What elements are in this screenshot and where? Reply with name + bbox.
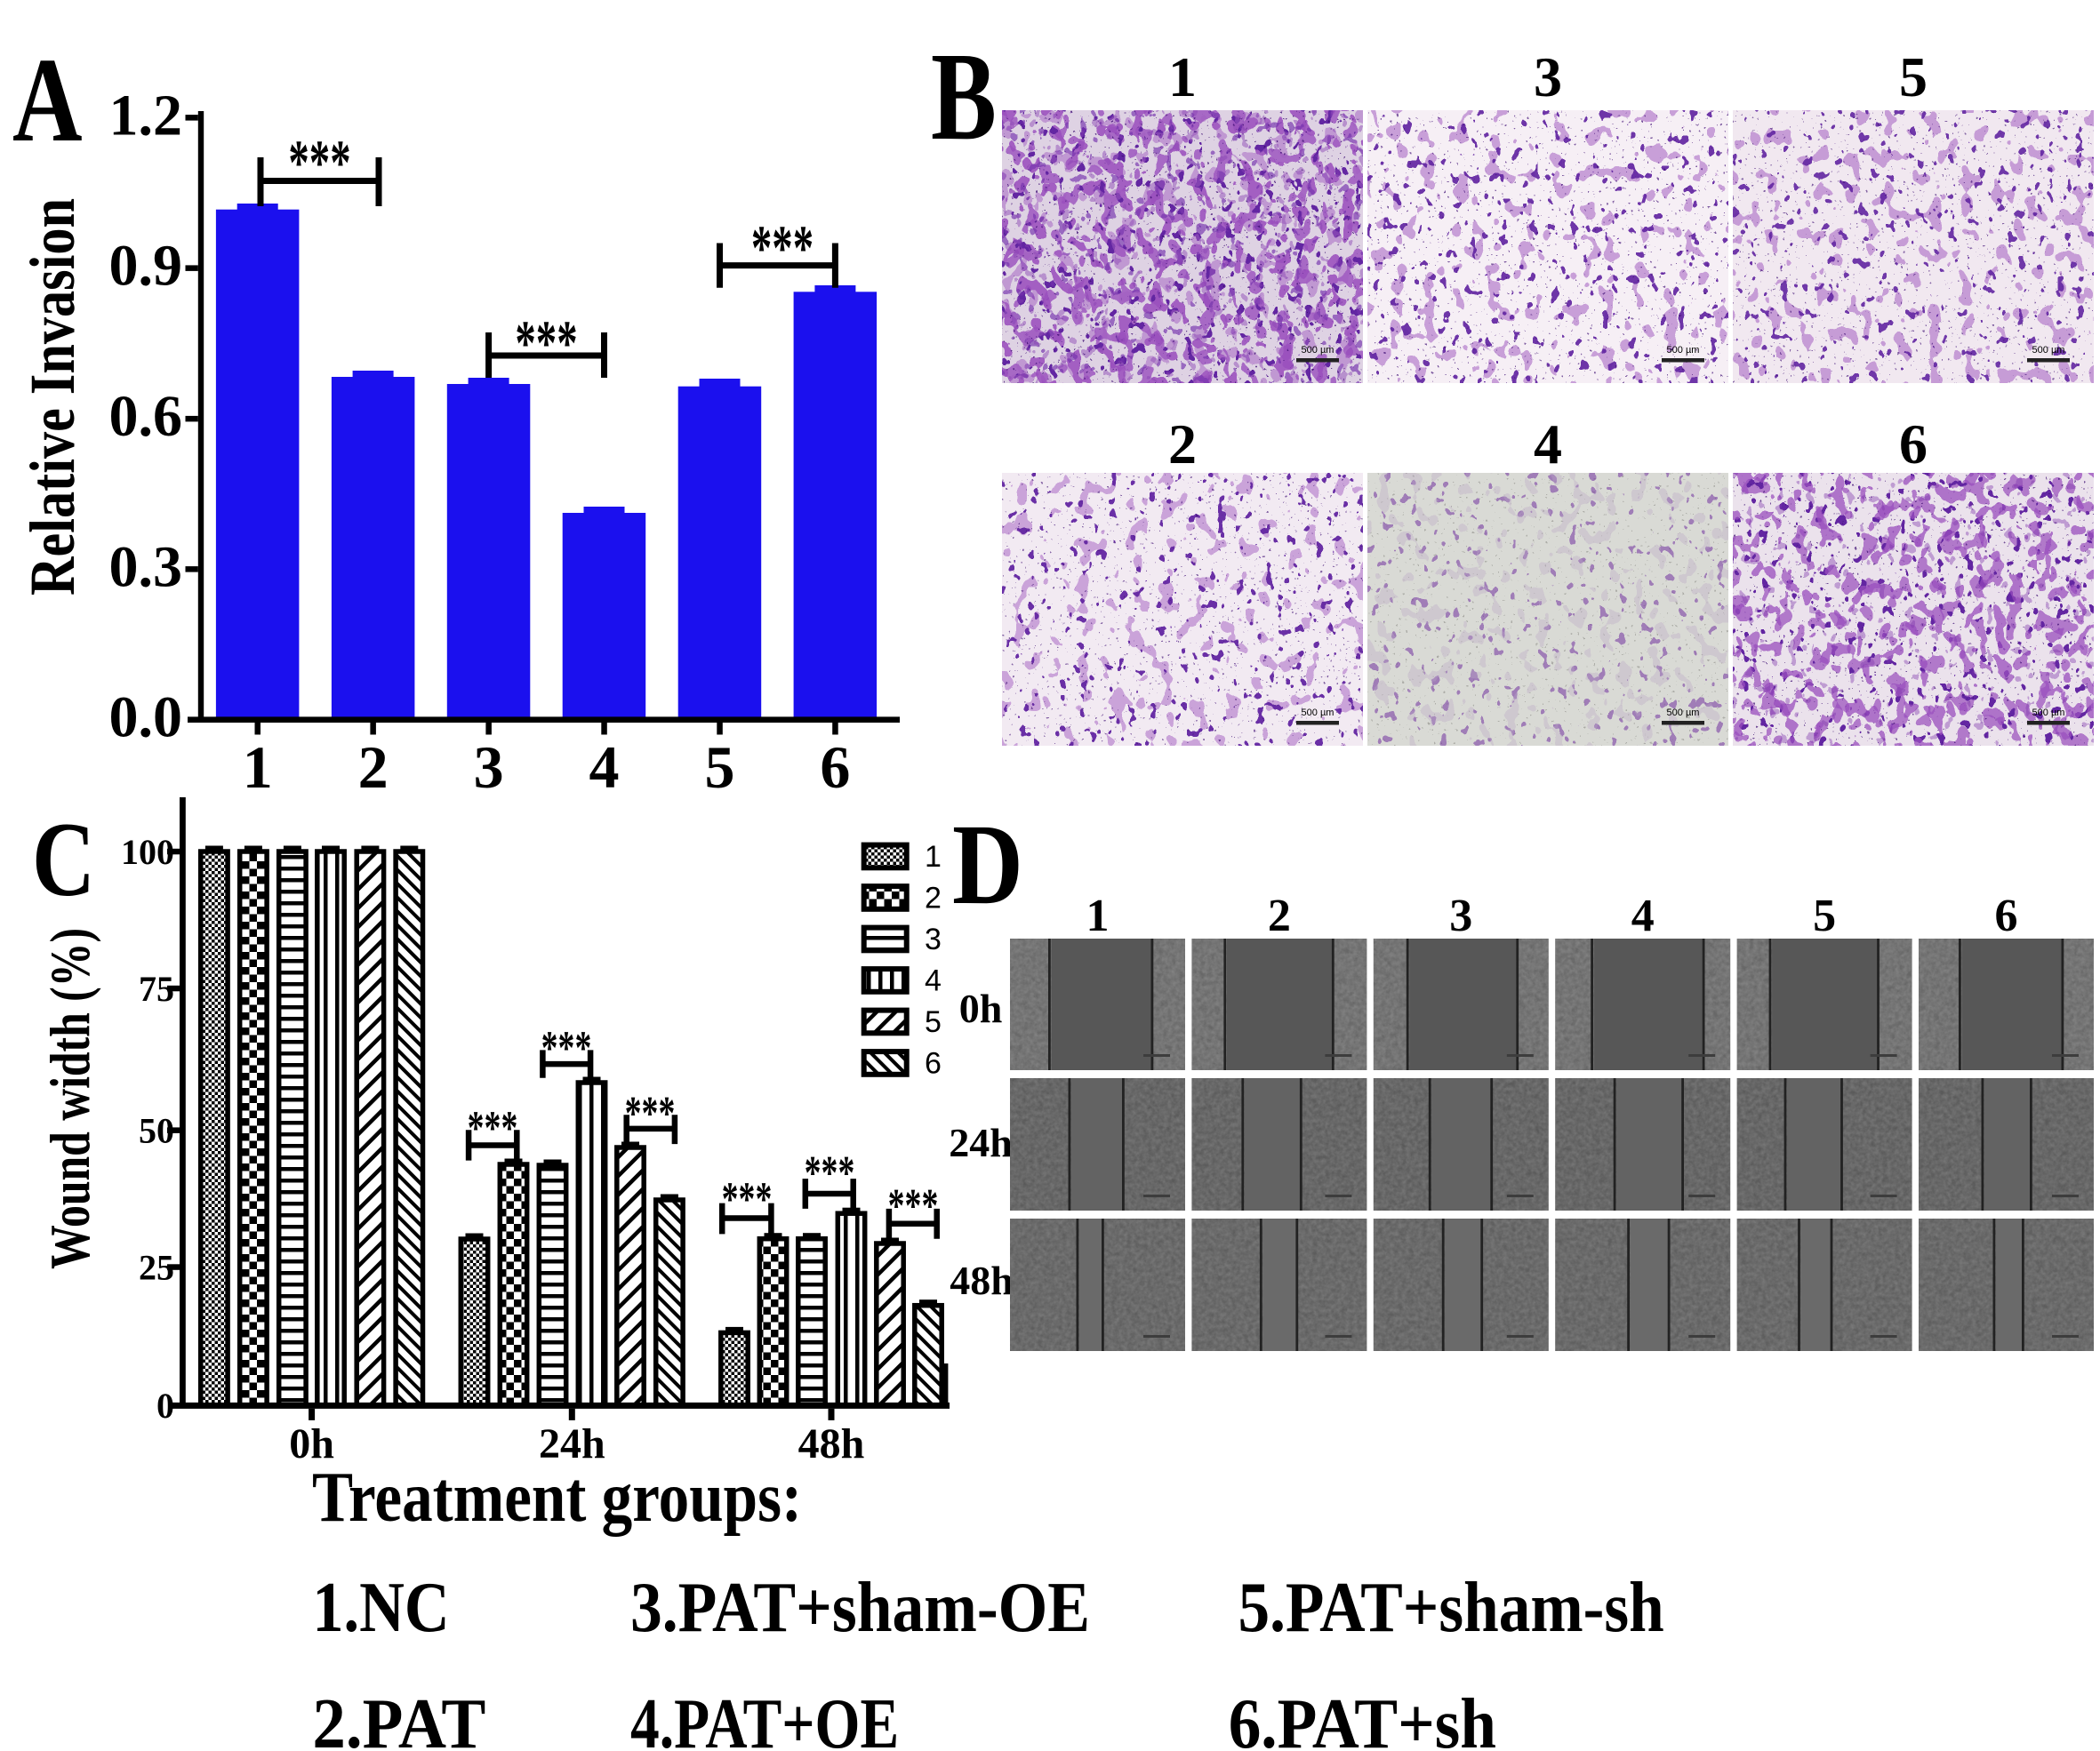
- svg-text:1: 1: [1086, 891, 1110, 941]
- svg-text:4: 4: [1631, 891, 1655, 941]
- svg-text:500 µm: 500 µm: [1302, 345, 1335, 356]
- svg-text:5.PAT+sham-sh: 5.PAT+sham-sh: [1238, 1567, 1664, 1647]
- svg-text:0h: 0h: [289, 1420, 334, 1467]
- svg-text:6: 6: [1995, 891, 2018, 941]
- svg-text:***: ***: [751, 213, 814, 284]
- svg-text:6: 6: [1899, 412, 1928, 476]
- svg-text:Wound width (%): Wound width (%): [38, 928, 101, 1269]
- svg-text:3: 3: [474, 733, 504, 801]
- svg-text:***: ***: [805, 1147, 855, 1200]
- svg-text:25: 25: [139, 1248, 174, 1288]
- svg-text:6.PAT+sh: 6.PAT+sh: [1229, 1683, 1496, 1751]
- svg-text:4: 4: [589, 733, 620, 801]
- svg-text:5: 5: [705, 733, 735, 801]
- svg-text:Relative Invasion: Relative Invasion: [17, 198, 88, 596]
- svg-text:5: 5: [925, 1005, 942, 1039]
- svg-text:6: 6: [925, 1047, 942, 1081]
- svg-text:0.6: 0.6: [109, 384, 183, 449]
- svg-text:1: 1: [925, 840, 942, 874]
- svg-text:3: 3: [925, 923, 942, 956]
- svg-text:***: ***: [888, 1179, 939, 1233]
- svg-text:1.2: 1.2: [109, 83, 183, 148]
- svg-text:3: 3: [1449, 891, 1472, 941]
- svg-text:6: 6: [820, 733, 850, 801]
- svg-text:1: 1: [1168, 45, 1197, 108]
- svg-text:4: 4: [925, 964, 942, 998]
- svg-text:0.9: 0.9: [109, 234, 183, 299]
- svg-text:***: ***: [722, 1173, 773, 1227]
- svg-text:3.PAT+sham-OE: 3.PAT+sham-OE: [630, 1567, 1090, 1647]
- svg-text:500 µm: 500 µm: [1302, 708, 1335, 718]
- svg-text:***: ***: [288, 128, 350, 198]
- svg-text:100: 100: [121, 832, 174, 872]
- svg-text:2: 2: [925, 882, 942, 915]
- svg-text:***: ***: [541, 1021, 592, 1075]
- svg-text:4.PAT+OE: 4.PAT+OE: [630, 1683, 899, 1751]
- svg-text:2: 2: [358, 733, 389, 801]
- svg-text:***: ***: [625, 1087, 676, 1140]
- svg-text:***: ***: [468, 1101, 518, 1155]
- svg-text:1.NC: 1.NC: [312, 1567, 449, 1647]
- svg-text:0.0: 0.0: [109, 685, 183, 750]
- svg-text:4: 4: [1534, 412, 1562, 476]
- svg-text:500 µm: 500 µm: [1667, 708, 1700, 718]
- svg-text:48h: 48h: [798, 1420, 865, 1467]
- svg-text:0h: 0h: [959, 986, 1003, 1031]
- svg-text:75: 75: [139, 969, 174, 1009]
- svg-text:3: 3: [1534, 45, 1562, 108]
- svg-text:0.3: 0.3: [109, 534, 183, 599]
- svg-text:Treatment groups:: Treatment groups:: [312, 1457, 802, 1537]
- svg-text:2: 2: [1268, 891, 1291, 941]
- svg-text:500 µm: 500 µm: [2032, 708, 2065, 718]
- svg-text:0: 0: [156, 1386, 174, 1426]
- svg-text:24h: 24h: [949, 1120, 1013, 1165]
- svg-text:2: 2: [1168, 412, 1197, 476]
- svg-text:500 µm: 500 µm: [2032, 345, 2065, 356]
- svg-text:5: 5: [1813, 891, 1836, 941]
- svg-text:A: A: [12, 33, 83, 167]
- svg-text:2.PAT: 2.PAT: [312, 1683, 485, 1751]
- svg-text:C: C: [32, 800, 95, 918]
- svg-text:5: 5: [1899, 45, 1928, 108]
- svg-text:D: D: [952, 801, 1023, 929]
- svg-text:24h: 24h: [539, 1420, 605, 1467]
- svg-text:B: B: [931, 27, 997, 166]
- svg-text:1: 1: [243, 733, 273, 801]
- svg-text:48h: 48h: [950, 1258, 1014, 1303]
- svg-text:500 µm: 500 µm: [1667, 345, 1700, 356]
- svg-text:50: 50: [139, 1111, 174, 1151]
- svg-text:***: ***: [515, 308, 577, 379]
